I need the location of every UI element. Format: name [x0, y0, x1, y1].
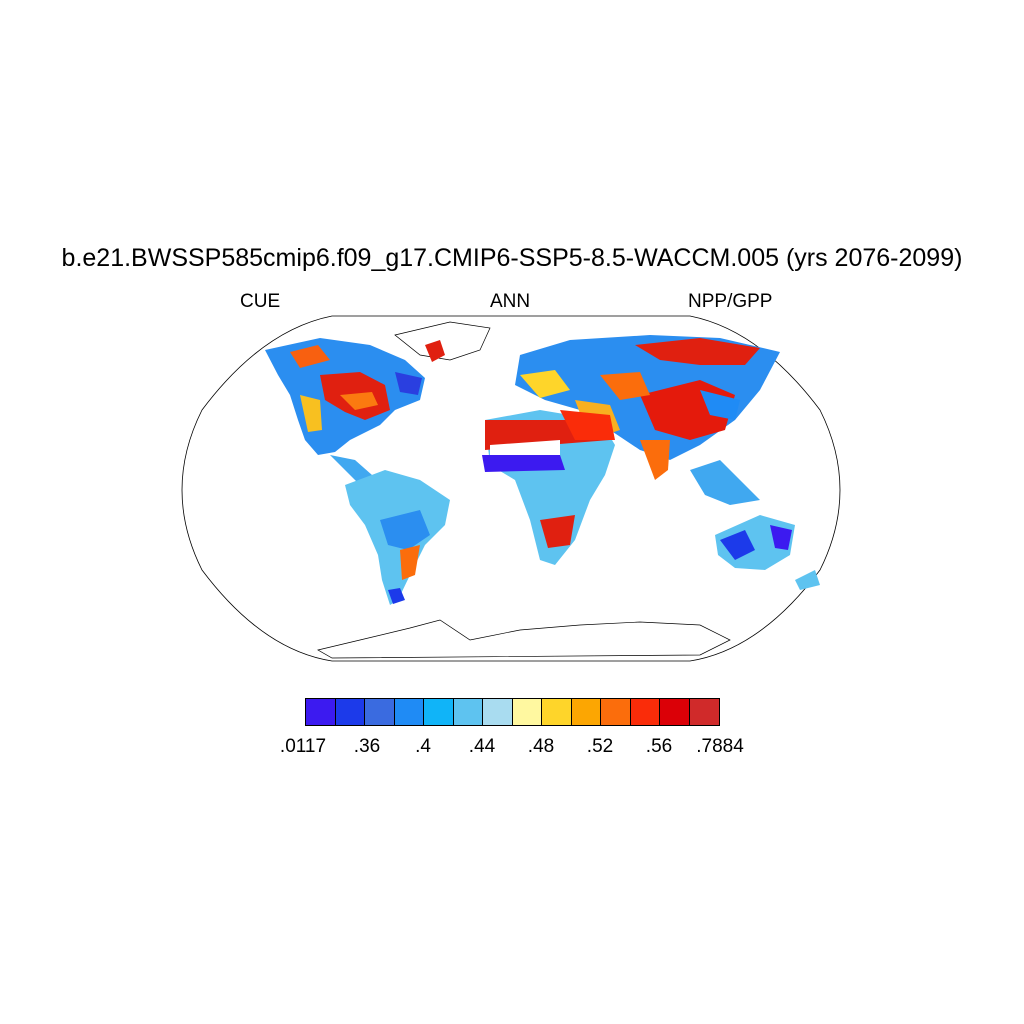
africa [482, 410, 615, 565]
colorbar-swatch [483, 699, 513, 725]
colorbar-swatch [601, 699, 631, 725]
colorbar-swatch [689, 699, 719, 725]
colorbar-swatch [512, 699, 542, 725]
colorbar-swatch [306, 699, 336, 725]
south-america [345, 470, 450, 605]
colorbar-tick-label: .52 [586, 736, 614, 757]
colorbar-swatch [542, 699, 572, 725]
colorbar-swatch [335, 699, 365, 725]
colorbar-tick-label: .7884 [696, 736, 744, 757]
colorbar-tick-label: .4 [415, 736, 431, 757]
south-asia [640, 440, 670, 480]
north-america [265, 338, 425, 485]
colorbar-swatch [424, 699, 454, 725]
colorbar-tick-label: .48 [527, 736, 555, 757]
chart-title: b.e21.BWSSP585cmip6.f09_g17.CMIP6-SSP5-8… [61, 244, 963, 272]
southeast-asia [690, 460, 760, 505]
colorbar-tick-label: .56 [645, 736, 673, 757]
colorbar-tick-label: .0117 [279, 736, 327, 757]
colorbar-swatch [365, 699, 395, 725]
greenland [394, 321, 491, 361]
colorbar-tick-label: .44 [468, 736, 496, 757]
antarctica [317, 619, 731, 659]
colorbar [305, 698, 720, 726]
colorbar-swatch [453, 699, 483, 725]
colorbar-tick-label: .36 [353, 736, 381, 757]
colorbar-swatch [571, 699, 601, 725]
colorbar-swatch [630, 699, 660, 725]
season-label: ANN [490, 291, 531, 312]
units-label: NPP/GPP [688, 291, 773, 312]
new-zealand [795, 570, 820, 590]
colorbar-swatch [394, 699, 424, 725]
colorbar-swatch [660, 699, 690, 725]
variable-label: CUE [240, 291, 281, 312]
australia [715, 515, 795, 570]
